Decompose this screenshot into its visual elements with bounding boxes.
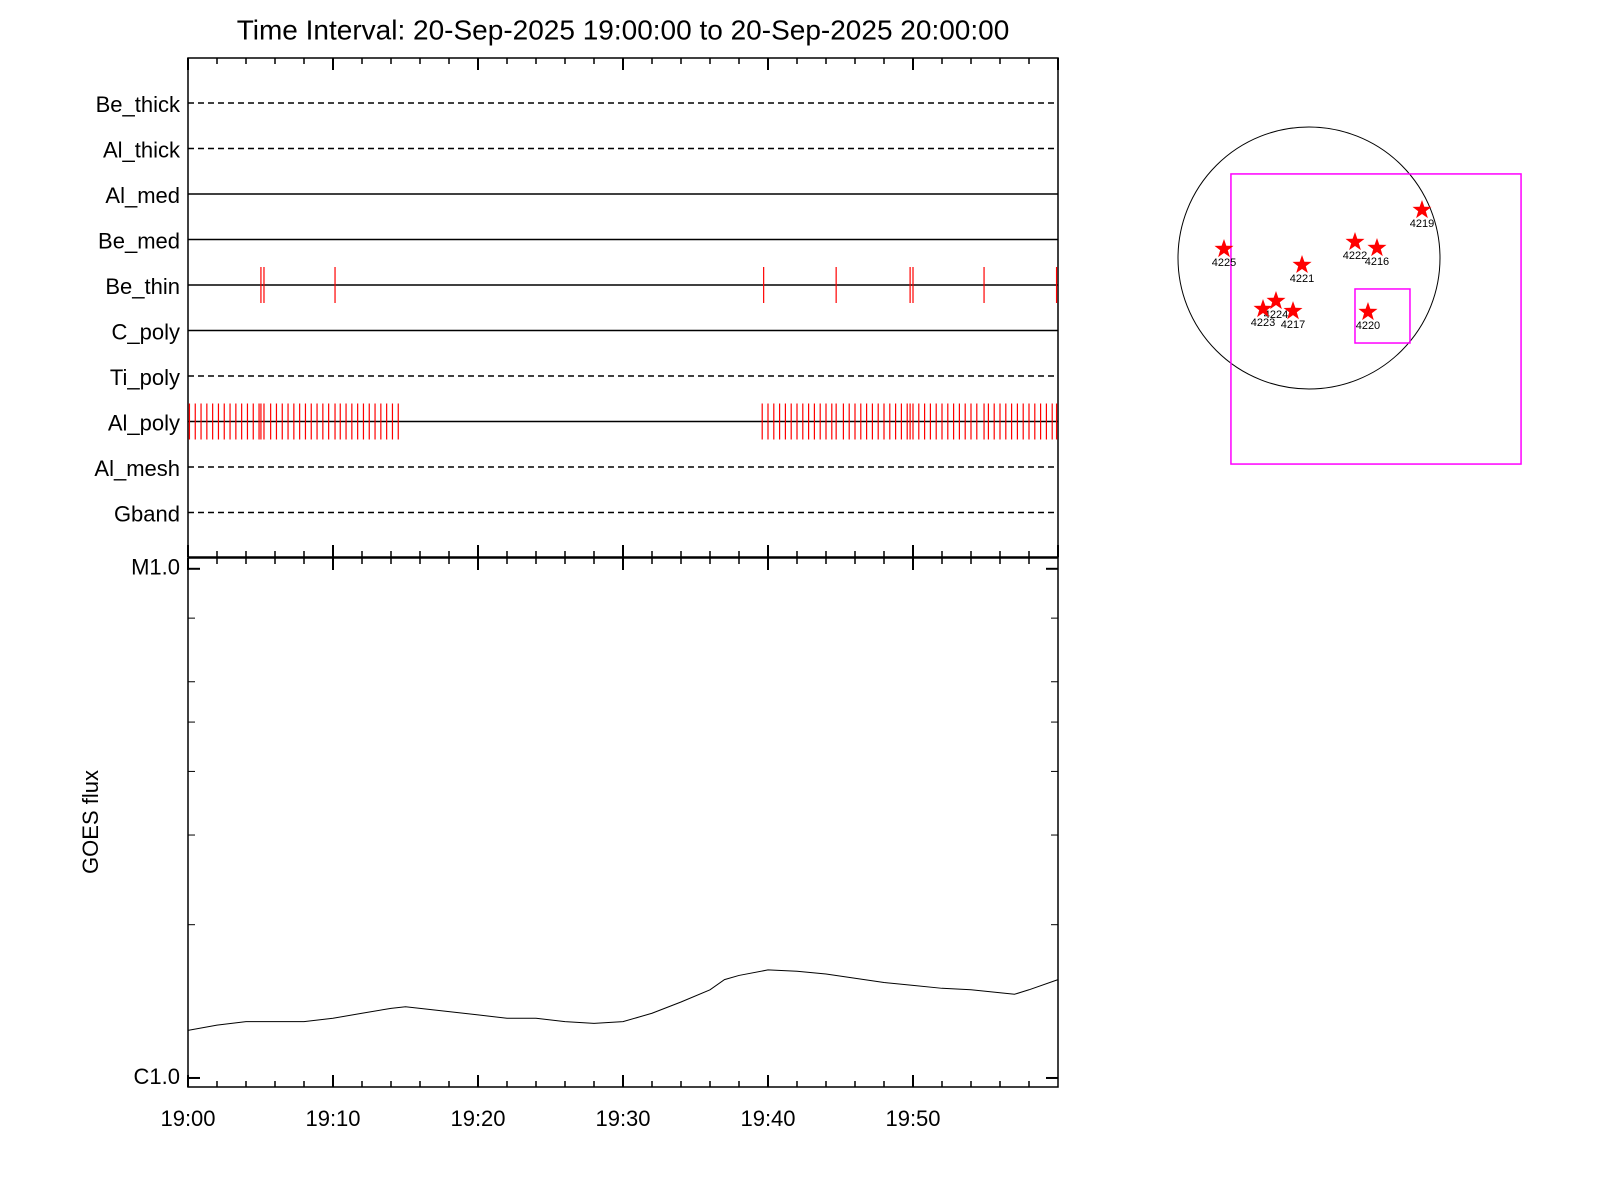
field-of-view bbox=[1354, 288, 1411, 344]
row-label: C_poly bbox=[112, 319, 180, 344]
row-label: Be_thin bbox=[105, 274, 180, 299]
region-star bbox=[1253, 299, 1273, 318]
x-tick-label: 19:20 bbox=[450, 1106, 505, 1131]
region-label: 4223 bbox=[1251, 317, 1275, 329]
x-tick-label: 19:10 bbox=[305, 1106, 360, 1131]
row-label: Al_poly bbox=[108, 410, 180, 435]
region-star bbox=[1266, 291, 1286, 310]
row-label: Al_med bbox=[105, 183, 180, 208]
region-label: 4219 bbox=[1410, 218, 1434, 230]
region-label: 4220 bbox=[1356, 320, 1380, 332]
chart-title: Time Interval: 20-Sep-2025 19:00:00 to 2… bbox=[237, 14, 1010, 45]
row-label: Be_med bbox=[98, 228, 180, 253]
plot-frame bbox=[187, 557, 1059, 1088]
region-star bbox=[1358, 302, 1378, 321]
region-label: 4222 bbox=[1343, 250, 1367, 262]
region-star bbox=[1412, 200, 1432, 219]
x-tick-label: 19:50 bbox=[885, 1106, 940, 1131]
region-star bbox=[1367, 238, 1387, 257]
region-star bbox=[1292, 255, 1312, 273]
flux-line bbox=[187, 969, 1059, 1031]
row-label: Ti_poly bbox=[110, 365, 180, 390]
row-label: Be_thick bbox=[96, 92, 181, 117]
row-label: Gband bbox=[114, 501, 180, 526]
region-label: 4221 bbox=[1290, 273, 1314, 285]
plot-frame bbox=[187, 57, 1059, 558]
row-label: Al_mesh bbox=[94, 456, 180, 481]
region-star bbox=[1345, 232, 1365, 251]
region-label: 4216 bbox=[1365, 256, 1389, 268]
y-axis-label: GOES flux bbox=[78, 770, 103, 874]
y-tick-label: M1.0 bbox=[131, 555, 180, 580]
row-label: Al_thick bbox=[103, 137, 181, 162]
x-tick-label: 19:40 bbox=[740, 1106, 795, 1131]
region-star bbox=[1214, 239, 1234, 258]
region-label: 4224 bbox=[1264, 309, 1288, 321]
solar-disk bbox=[1177, 126, 1441, 390]
region-label: 4217 bbox=[1281, 319, 1305, 331]
x-tick-label: 19:00 bbox=[160, 1106, 215, 1131]
region-label: 4225 bbox=[1212, 257, 1236, 269]
y-tick-label: C1.0 bbox=[134, 1064, 180, 1089]
region-star bbox=[1283, 301, 1303, 320]
field-of-view bbox=[1230, 173, 1522, 465]
x-tick-label: 19:30 bbox=[595, 1106, 650, 1131]
